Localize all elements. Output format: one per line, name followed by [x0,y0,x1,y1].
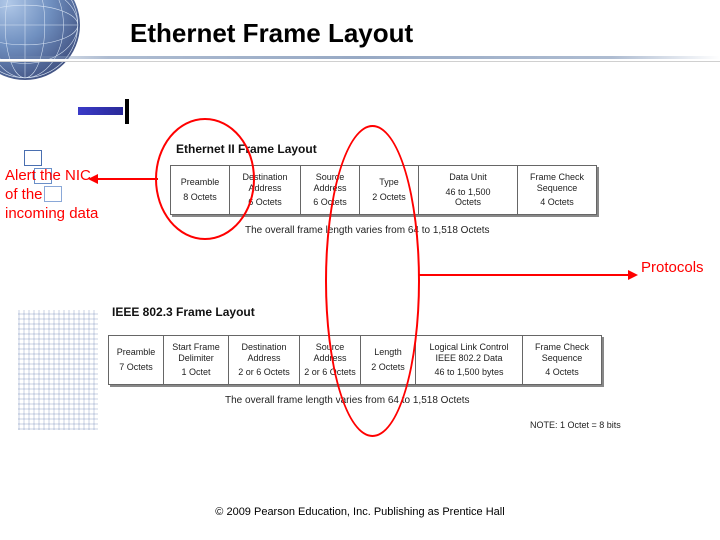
field-size: 4 Octets [540,197,574,208]
octet-note: NOTE: 1 Octet = 8 bits [530,420,621,430]
ellipse-type-length [325,125,420,437]
frame-field: Logical Link ControlIEEE 802.2 Data 46 to… [415,335,523,385]
field-name: Preamble [117,347,156,358]
field-name: Data Unit [449,172,487,183]
field-name: Start FrameDelimiter [172,342,220,364]
frame-field: Start FrameDelimiter 1 Octet [163,335,229,385]
annot-protocols: Protocols [641,259,704,278]
frame-field: Frame CheckSequence 4 Octets [517,165,597,215]
globe-grid [0,0,80,80]
annot-alert-l2: of the [5,186,98,205]
ellipse-preamble [155,118,255,240]
field-size: 7 Octets [119,362,153,373]
frame-field: Preamble 7 Octets [108,335,164,385]
field-size: 46 to 1,500 bytes [434,367,503,378]
field-size: 46 to 1,500Octets [445,187,490,209]
frame-field: DestinationAddress 2 or 6 Octets [228,335,300,385]
globe-decor [0,0,80,80]
ieee-title: IEEE 802.3 Frame Layout [112,305,255,319]
field-size: 1 Octet [181,367,210,378]
bullet-bar [78,107,123,115]
arrow-left-line [96,178,158,180]
annot-alert-l1: Alert the NIC [5,167,98,186]
arrow-right-line [418,274,630,276]
field-name: DestinationAddress [241,342,286,364]
deco-box-1 [24,150,42,166]
field-name: Frame CheckSequence [530,172,584,194]
field-name: Logical Link ControlIEEE 802.2 Data [429,342,508,364]
bullet-tick [125,99,129,124]
field-size: 6 Octets [248,197,282,208]
field-name: Frame CheckSequence [535,342,589,364]
arrow-right-head [628,270,638,280]
frame-field: Frame CheckSequence 4 Octets [522,335,602,385]
copyright: © 2009 Pearson Education, Inc. Publishin… [0,506,720,518]
frame-field: Data Unit 46 to 1,500Octets [418,165,518,215]
field-size: 4 Octets [545,367,579,378]
annot-alert-l3: incoming data [5,205,98,224]
side-pattern [18,310,98,430]
field-size: 2 or 6 Octets [238,367,290,378]
title-underbar [0,59,720,62]
page-title: Ethernet Frame Layout [130,18,413,49]
annot-alert-nic: Alert the NIC of the incoming data [5,167,98,223]
